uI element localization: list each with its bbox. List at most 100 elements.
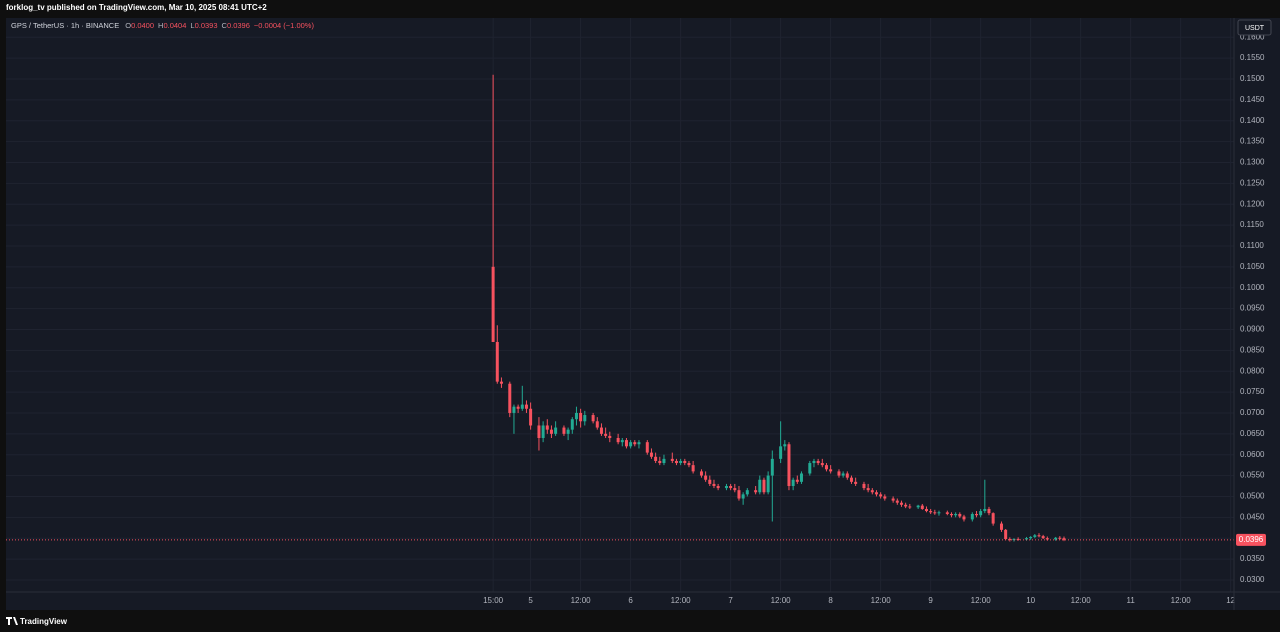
candle-body [949,513,953,516]
candle-body [908,506,912,508]
candle-body [649,452,653,457]
footer-brand: TradingView [20,617,68,626]
y-tick-label: 0.0350 [1240,554,1265,563]
candle-body [620,440,624,443]
x-tick-label: 12:00 [1071,596,1092,605]
candle-body [854,481,858,484]
candle-body [1033,535,1037,537]
y-tick-label: 0.1200 [1240,199,1265,208]
currency-box[interactable] [1237,19,1272,36]
candle-body [512,406,516,413]
axes: 0.0300 0.0350 0.0400 0.0450 0.0500 0.0550 0.06… [6,18,1280,610]
candle-body [974,513,978,516]
candle-body [999,523,1003,530]
y-tick-label: 0.0950 [1240,304,1265,313]
candle-body [766,475,770,493]
candle-body [616,437,620,443]
candle-body [849,477,853,482]
x-tick-label: 12:00 [571,596,592,605]
candle-body [883,496,887,499]
y-tick-label: 0.1100 [1240,241,1264,250]
candle-body [712,483,716,487]
y-tick-label: 0.0550 [1240,471,1265,480]
candle-body [583,415,587,422]
y-tick-label: 0.0600 [1240,450,1265,459]
candle-body [574,412,578,420]
candle-body [770,458,774,476]
last-price-box [1236,533,1266,546]
y-tick-label: 0.1150 [1240,220,1264,229]
candle-body [924,508,928,512]
candle-body [837,471,841,476]
currency[interactable]: USDT [1245,25,1265,32]
candle-body [629,442,633,447]
candle-body [845,473,849,478]
candle-body [1045,538,1049,540]
legend: GPS / TetherUS · 1h · BINANCE O0.0400 H0.0… [11,21,314,30]
x-tick-label: 8 [828,596,833,605]
candle-body [824,465,828,470]
candle-body [708,479,712,484]
candle-body [812,460,816,464]
y-tick-label: 0.0450 [1240,512,1265,521]
candle-body [595,421,599,428]
candle-body [829,469,833,472]
candle-body [916,505,920,508]
candle-body [491,266,495,342]
candle-body [545,425,549,430]
candle-body [704,475,708,480]
candle-body [866,488,870,491]
candle-body [1062,538,1066,540]
candle-body [879,494,883,497]
candle-body [1004,529,1008,540]
candle-body [724,486,728,489]
candle-body [691,465,695,472]
x-tick-label: 7 [728,596,733,605]
y-tick-label: 0.0850 [1240,345,1265,354]
y-tick-label: 0.0500 [1240,492,1265,501]
candle-body [820,463,824,466]
candle-body [566,429,570,434]
candle-body [991,513,995,524]
candle-body [508,383,512,413]
candle-body [1029,536,1033,539]
candle-body [895,500,899,503]
y-tick-label: 0.0650 [1240,429,1265,438]
published-line: forklog_tv published on TradingView.com,… [6,3,267,12]
candle-body [870,490,874,493]
legend-value: 0.0396 [227,21,250,30]
candle-body [1016,539,1020,541]
y-tick-label: 0.1350 [1240,137,1265,146]
candle-body [645,442,649,453]
x-tick-label: 11 [1127,596,1136,605]
candle-body [562,427,566,434]
candle-body [874,492,878,495]
legend-value: 0.0393 [195,21,218,30]
x-tick-label: 12 [1226,596,1235,605]
candle-body [658,460,662,464]
logo [6,617,18,625]
candle-body [687,463,691,466]
candle-body [524,404,528,409]
candle-body [737,490,741,499]
legend-key: O [125,21,131,30]
candle-body [779,446,783,459]
x-tick-label: 12:00 [771,596,792,605]
candle-body [929,511,933,513]
x-tick-label: 6 [628,596,633,605]
x-tick-label: 12:00 [1171,596,1192,605]
candle-body [1054,537,1058,540]
chart-pane [6,18,1280,610]
candle-body [604,433,608,436]
candle-body [662,458,666,464]
footer-bar [0,612,1280,632]
candle-body [733,488,737,491]
x-tick-label: 10 [1026,596,1035,605]
candle-body [841,473,845,476]
x-tick-label: 12:00 [971,596,992,605]
legend-value: 0.0404 [163,21,186,30]
candle-body [783,444,787,447]
candle-body [1058,537,1062,539]
x-tick-label: 5 [528,596,533,605]
